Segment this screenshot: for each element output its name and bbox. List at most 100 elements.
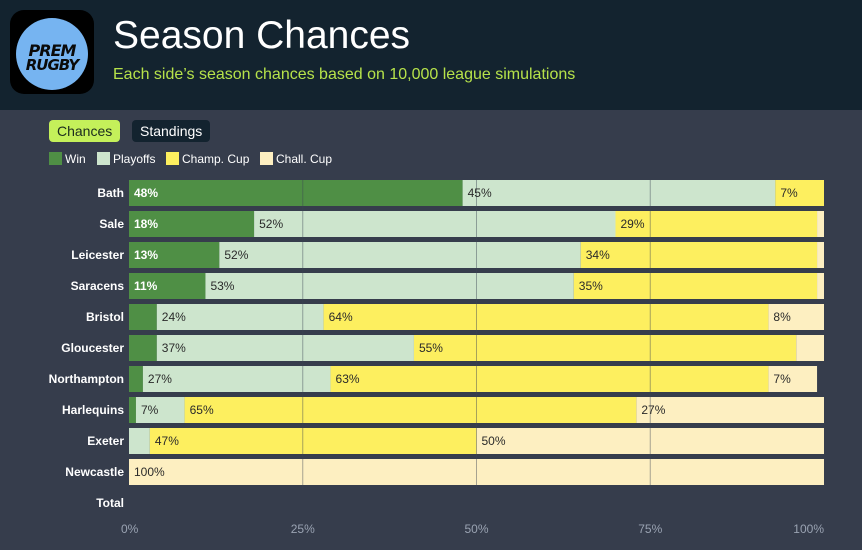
data-label-bristol-chall-cup: 8%	[773, 310, 791, 324]
legend-label-playoffs: Playoffs	[113, 152, 156, 166]
bar-gloucester-champ-cup	[413, 335, 797, 361]
bar-gloucester-chall-cup	[796, 335, 824, 361]
bar-saracens-chall-cup	[817, 273, 824, 299]
data-label-leicester-win: 13%	[134, 248, 158, 262]
category-label-newcastle: Newcastle	[65, 465, 124, 479]
tab-chances[interactable]: Chances	[49, 120, 121, 142]
bar-newcastle-chall-cup	[129, 459, 824, 485]
logo-circle	[16, 18, 88, 90]
data-label-bath-playoffs: 45%	[468, 186, 492, 200]
data-label-bristol-playoffs: 24%	[162, 310, 186, 324]
legend-swatch-champ-cup	[166, 152, 179, 165]
category-label-gloucester: Gloucester	[61, 341, 124, 355]
bar-sale-chall-cup	[817, 211, 824, 237]
data-label-saracens-win: 11%	[134, 279, 158, 293]
bar-harlequins-chall-cup	[636, 397, 824, 423]
tab-standings[interactable]: Standings	[132, 120, 211, 142]
bar-leicester-chall-cup	[817, 242, 824, 268]
category-label-exeter: Exeter	[87, 434, 124, 448]
x-tick-label-100: 100%	[793, 522, 824, 536]
bar-sale-playoffs	[254, 211, 616, 237]
bar-bristol-win	[129, 304, 157, 330]
bar-bath-playoffs	[462, 180, 776, 206]
bar-bristol-champ-cup	[323, 304, 769, 330]
data-label-sale-playoffs: 52%	[259, 217, 283, 231]
category-label-total: Total	[96, 496, 124, 510]
data-label-leicester-champ-cup: 34%	[586, 248, 610, 262]
header: PREM RUGBY Season Chances Each side’s se…	[0, 0, 862, 110]
bar-bristol-playoffs	[156, 304, 324, 330]
page-title: Season Chances	[113, 14, 411, 57]
bar-leicester-champ-cup	[580, 242, 818, 268]
data-label-newcastle-chall-cup: 100%	[134, 465, 165, 479]
data-label-exeter-chall-cup: 50%	[482, 434, 506, 448]
data-label-harlequins-chall-cup: 27%	[641, 403, 665, 417]
bar-bristol-chall-cup	[768, 304, 824, 330]
bar-exeter-champ-cup	[149, 428, 477, 454]
data-label-harlequins-champ-cup: 65%	[190, 403, 214, 417]
bar-saracens-champ-cup	[573, 273, 818, 299]
data-label-leicester-playoffs: 52%	[224, 248, 248, 262]
data-label-exeter-champ-cup: 47%	[155, 434, 179, 448]
data-label-northampton-playoffs: 27%	[148, 372, 172, 386]
data-label-bath-champ-cup: 7%	[780, 186, 798, 200]
bar-bath-win	[129, 180, 463, 206]
bars-group	[129, 180, 824, 485]
legend-item-playoffs: Playoffs	[97, 151, 155, 167]
data-label-bath-win: 48%	[134, 186, 158, 200]
logo-text-rugby: RUGBY	[25, 56, 80, 74]
data-label-saracens-champ-cup: 35%	[579, 279, 603, 293]
bar-northampton-playoffs	[142, 366, 331, 392]
legend-swatch-win	[49, 152, 62, 165]
data-label-harlequins-playoffs: 7%	[141, 403, 159, 417]
logo-text-prem: PREM	[28, 41, 77, 60]
data-label-bristol-champ-cup: 64%	[329, 310, 353, 324]
bar-saracens-win	[129, 273, 206, 299]
page-subtitle: Each side’s season chances based on 10,0…	[113, 66, 576, 83]
bar-gloucester-playoffs	[156, 335, 414, 361]
category-label-bath: Bath	[97, 186, 124, 200]
bar-harlequins-win	[129, 397, 136, 423]
data-label-northampton-champ-cup: 63%	[336, 372, 360, 386]
category-label-harlequins: Harlequins	[62, 403, 124, 417]
x-tick-label-25: 25%	[291, 522, 315, 536]
bar-northampton-win	[129, 366, 143, 392]
legend-swatch-playoffs	[97, 152, 110, 165]
bar-harlequins-champ-cup	[184, 397, 637, 423]
bar-exeter-playoffs	[129, 428, 150, 454]
legend-item-win: Win	[49, 151, 86, 167]
bar-sale-champ-cup	[615, 211, 818, 237]
bar-northampton-champ-cup	[330, 366, 769, 392]
legend-label-chall-cup: Chall. Cup	[276, 152, 333, 166]
data-label-northampton-chall-cup: 7%	[773, 372, 791, 386]
gridlines-group	[302, 180, 651, 490]
x-tick-label-75: 75%	[638, 522, 662, 536]
legend-swatch-chall-cup	[260, 152, 273, 165]
category-label-bristol: Bristol	[86, 310, 124, 324]
bar-northampton-chall-cup	[768, 366, 818, 392]
x-tick-label-50: 50%	[464, 522, 488, 536]
data-label-gloucester-champ-cup: 55%	[419, 341, 443, 355]
x-tick-label-0: 0%	[121, 522, 139, 536]
bar-exeter-chall-cup	[476, 428, 824, 454]
bar-saracens-playoffs	[205, 273, 574, 299]
legend-item-champ-cup: Champ. Cup	[166, 151, 249, 167]
bar-sale-win	[129, 211, 255, 237]
labels-group: Bath 48% 45% 7% Sale 18% 52% 29% Leicester 13% 52%…	[49, 186, 825, 536]
bar-gloucester-win	[129, 335, 157, 361]
category-label-saracens: Saracens	[71, 279, 125, 293]
bar-leicester-win	[129, 242, 220, 268]
category-label-leicester: Leicester	[71, 248, 124, 262]
data-label-gloucester-playoffs: 37%	[162, 341, 186, 355]
bar-harlequins-playoffs	[135, 397, 185, 423]
prem-rugby-logo: PREM RUGBY	[10, 10, 94, 94]
bar-bath-champ-cup	[775, 180, 824, 206]
data-label-sale-champ-cup: 29%	[621, 217, 645, 231]
bar-leicester-playoffs	[219, 242, 581, 268]
category-label-sale: Sale	[99, 217, 124, 231]
data-label-sale-win: 18%	[134, 217, 158, 231]
legend-label-champ-cup: Champ. Cup	[182, 152, 250, 166]
category-label-northampton: Northampton	[49, 372, 124, 386]
legend-item-chall-cup: Chall. Cup	[260, 151, 332, 167]
